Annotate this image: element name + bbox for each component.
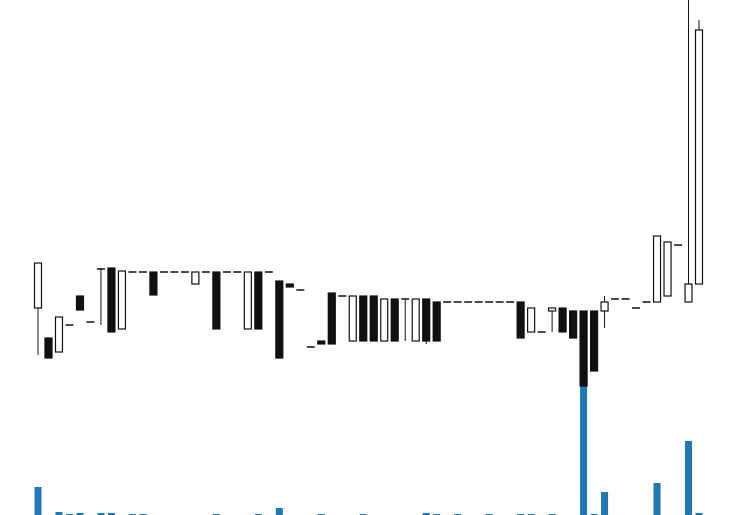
candle-body: [579, 310, 588, 387]
candle-body: [348, 295, 357, 342]
candle-body: [317, 340, 326, 345]
volume-bar: [653, 483, 661, 515]
volume-bar: [422, 513, 430, 515]
volume-bar: [275, 508, 283, 515]
candle-body: [568, 310, 578, 339]
candle-body: [600, 301, 609, 312]
candle-body: [243, 271, 252, 330]
candle-body: [75, 295, 85, 311]
candle-body: [527, 307, 536, 333]
candle-body: [390, 298, 399, 342]
volume-bar: [601, 492, 609, 515]
candle-body: [432, 301, 441, 342]
candle-body: [684, 283, 693, 303]
candle-body: [54, 316, 64, 353]
candle-body: [191, 271, 200, 285]
candle-body: [652, 235, 662, 303]
volume-bar: [34, 487, 42, 515]
volume-bar: [695, 513, 703, 515]
volume-bar: [76, 513, 84, 515]
candle-body: [422, 298, 431, 342]
candle-body: [149, 271, 158, 296]
candle-body: [359, 295, 368, 342]
candle-body: [327, 292, 336, 345]
candle-body: [212, 271, 221, 330]
candle-body: [548, 307, 557, 312]
candle-body: [663, 241, 672, 297]
candle-body: [369, 295, 378, 342]
volume-bar: [685, 441, 693, 515]
candle-body: [380, 298, 389, 342]
candle-body: [107, 267, 116, 333]
candle-body: [411, 298, 420, 342]
volume-bar: [55, 512, 63, 515]
candle-body: [285, 283, 294, 288]
candle-body: [33, 262, 43, 309]
candle-body: [558, 307, 567, 333]
volume-bar: [580, 386, 588, 515]
volume-bar: [97, 513, 105, 515]
candle-body: [275, 280, 284, 359]
candle-body: [254, 271, 263, 330]
candle-body: [516, 301, 525, 339]
candle-body: [589, 310, 599, 372]
volume-bar: [107, 513, 115, 515]
candle-body: [694, 29, 704, 285]
candle-body: [117, 270, 127, 330]
candle-body: [44, 337, 53, 359]
